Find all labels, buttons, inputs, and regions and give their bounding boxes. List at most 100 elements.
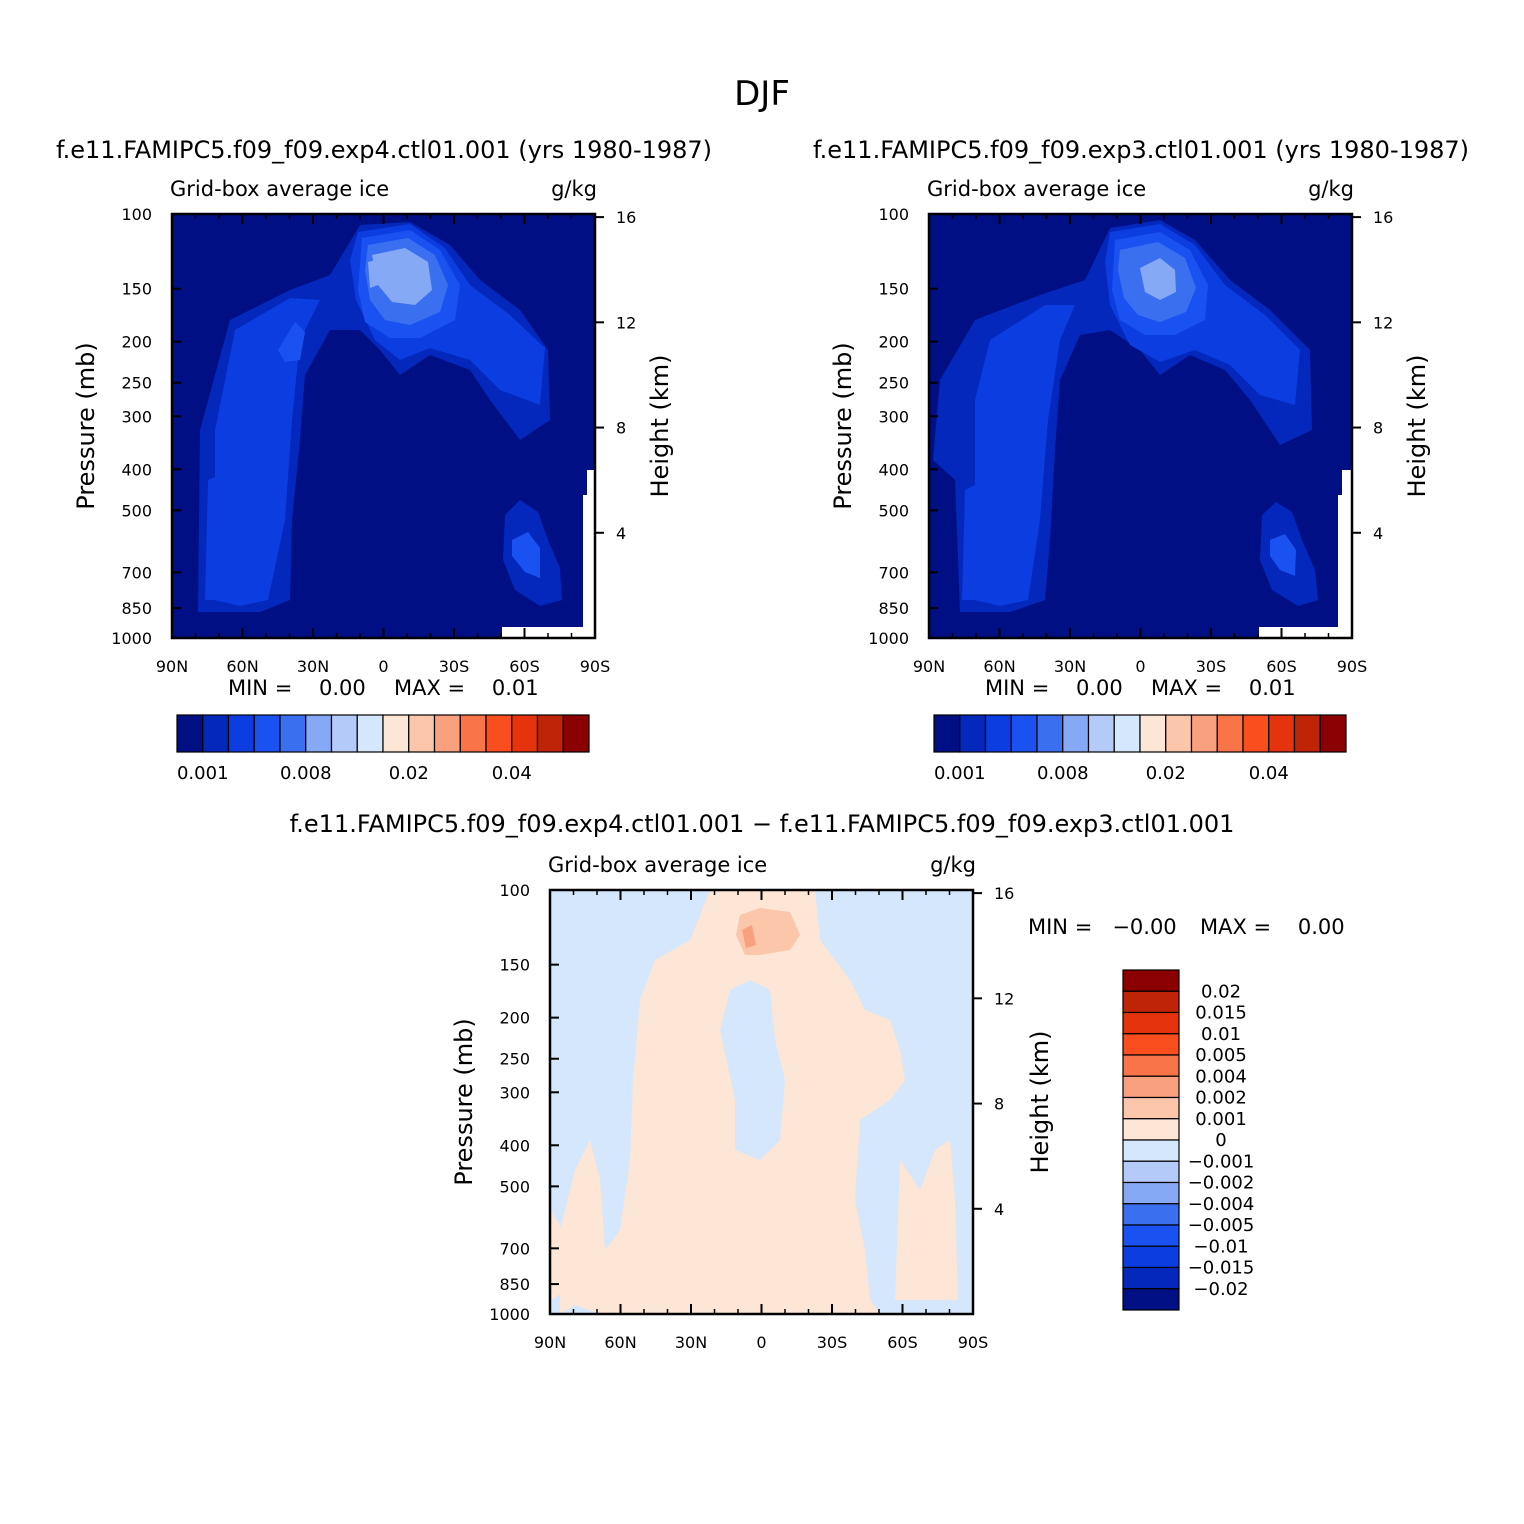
colorbar-box <box>511 714 539 753</box>
colorbar-box <box>1122 1160 1180 1184</box>
x-tick-label: 90N <box>913 657 945 676</box>
y-right-tick-label: 4 <box>1373 524 1383 543</box>
y-tick-label: 400 <box>121 460 152 479</box>
colorbar-box <box>176 714 204 753</box>
colorbar-box <box>485 714 513 753</box>
y-tick-label: 150 <box>499 956 530 975</box>
x-tick-label: 30S <box>1196 657 1227 676</box>
x-tick-label: 0 <box>756 1333 766 1352</box>
colorbar-box <box>279 714 307 753</box>
colorbar-label: 0.008 <box>1037 763 1089 784</box>
colorbar-box <box>1122 1075 1180 1099</box>
colorbar-box <box>1319 714 1347 753</box>
colorbar-box <box>459 714 487 753</box>
panel-title: f.e11.FAMIPC5.f09_f09.exp4.ctl01.001 (yr… <box>56 136 712 164</box>
y-tick-label: 250 <box>878 374 909 393</box>
x-tick-label: 60N <box>983 657 1015 676</box>
colorbar-box <box>1122 1181 1180 1205</box>
y-axis-label: Pressure (mb) <box>450 1018 478 1185</box>
colorbar-box <box>1122 1266 1180 1290</box>
panel-difference: f.e11.FAMIPC5.f09_f09.exp4.ctl01.001 − f… <box>290 810 1345 1352</box>
x-tick-label: 90N <box>534 1333 566 1352</box>
y-tick-label: 1000 <box>111 629 152 648</box>
x-tick-label: 90S <box>580 657 611 676</box>
y-right-tick-label: 16 <box>616 208 636 227</box>
x-tick-label: 90S <box>958 1333 989 1352</box>
axes: 90N 60N 30N 0 30S 60S 90S 100 150 200 250 300 400 500… <box>111 205 636 676</box>
y-right-tick-label: 4 <box>616 524 626 543</box>
colorbar-box <box>1122 1245 1180 1269</box>
x-tick-label: 60S <box>509 657 540 676</box>
colorbar-box <box>959 714 987 753</box>
colorbar-label: 0.02 <box>389 763 429 784</box>
y-axis-right-label: Height (km) <box>646 355 674 498</box>
colorbar-box <box>1165 714 1193 753</box>
colorbar-box <box>1122 1139 1180 1162</box>
y-axis-right-label: Height (km) <box>1403 355 1431 498</box>
colorbar-label: 0.04 <box>1249 763 1289 784</box>
colorbar-box <box>382 714 410 753</box>
y-tick-label: 250 <box>121 374 152 393</box>
colorbar-box <box>408 714 436 753</box>
colorbar-label: −0.002 <box>1188 1173 1255 1194</box>
x-tick-label: 30N <box>1054 657 1086 676</box>
y-tick-label: 700 <box>878 563 909 582</box>
contour-field <box>172 214 595 638</box>
y-axis-label: Pressure (mb) <box>72 342 100 509</box>
colorbar-box <box>1122 1203 1180 1226</box>
colorbar-box <box>1122 1011 1180 1035</box>
colorbar-label: −0.01 <box>1193 1236 1248 1257</box>
colorbar-label: −0.015 <box>1188 1258 1255 1279</box>
y-tick-label: 1000 <box>868 629 909 648</box>
colorbar-label: 0.001 <box>934 763 986 784</box>
panel-subtitle-left: Grid-box average ice <box>548 853 767 877</box>
colorbar-label: 0.008 <box>280 763 332 784</box>
y-tick-label: 500 <box>121 501 152 520</box>
colorbar: 0.001 0.008 0.02 0.04 <box>933 714 1347 784</box>
y-tick-label: 250 <box>499 1050 530 1069</box>
colorbar-box <box>1087 714 1115 753</box>
axes: 90N 60N 30N 0 30S 60S 90S 100 150 200 250 300 400 500… <box>868 205 1393 676</box>
x-tick-label: 0 <box>378 657 388 676</box>
colorbar-box <box>1139 714 1167 753</box>
colorbar-label: −0.005 <box>1188 1215 1255 1236</box>
x-tick-label: 60N <box>604 1333 636 1352</box>
panel-units: g/kg <box>1308 177 1354 201</box>
y-tick-label: 400 <box>499 1136 530 1155</box>
y-tick-label: 100 <box>121 205 152 224</box>
y-tick-label: 500 <box>878 501 909 520</box>
x-tick-label: 30N <box>297 657 329 676</box>
max-label: MAX = 0.01 <box>394 676 539 700</box>
y-right-tick-label: 8 <box>1373 419 1383 438</box>
min-label: MIN = 0.00 <box>228 676 366 700</box>
colorbar-box <box>1122 990 1180 1014</box>
colorbar-box <box>984 714 1012 753</box>
y-axis-right-label: Height (km) <box>1026 1031 1054 1174</box>
y-tick-label: 500 <box>499 1177 530 1196</box>
colorbar-box <box>1113 714 1141 753</box>
colorbar-label: 0.015 <box>1195 1003 1247 1024</box>
colorbar-label: 0.004 <box>1195 1066 1247 1087</box>
y-right-tick-label: 16 <box>994 884 1014 903</box>
y-right-tick-label: 8 <box>616 419 626 438</box>
colorbar-label: 0 <box>1215 1130 1226 1151</box>
y-tick-label: 400 <box>878 460 909 479</box>
x-tick-label: 90N <box>156 657 188 676</box>
panel-exp3: f.e11.FAMIPC5.f09_f09.exp3.ctl01.001 (yr… <box>813 136 1469 784</box>
x-tick-label: 60S <box>887 1333 918 1352</box>
colorbar-box <box>1062 714 1090 753</box>
colorbar-box <box>1010 714 1038 753</box>
y-tick-label: 1000 <box>489 1305 530 1324</box>
panel-units: g/kg <box>551 177 597 201</box>
colorbar-box <box>933 714 961 753</box>
colorbar: 0.001 0.008 0.02 0.04 <box>176 714 590 784</box>
colorbar-label: 0.002 <box>1195 1088 1247 1109</box>
colorbar-label: −0.02 <box>1193 1279 1248 1300</box>
y-tick-label: 700 <box>499 1239 530 1258</box>
colorbar-box <box>1122 1096 1180 1120</box>
colorbar-label: 0.01 <box>1201 1024 1241 1045</box>
page-title: DJF <box>734 74 790 114</box>
colorbar-box <box>330 714 358 753</box>
panel-title: f.e11.FAMIPC5.f09_f09.exp4.ctl01.001 − f… <box>290 810 1235 838</box>
